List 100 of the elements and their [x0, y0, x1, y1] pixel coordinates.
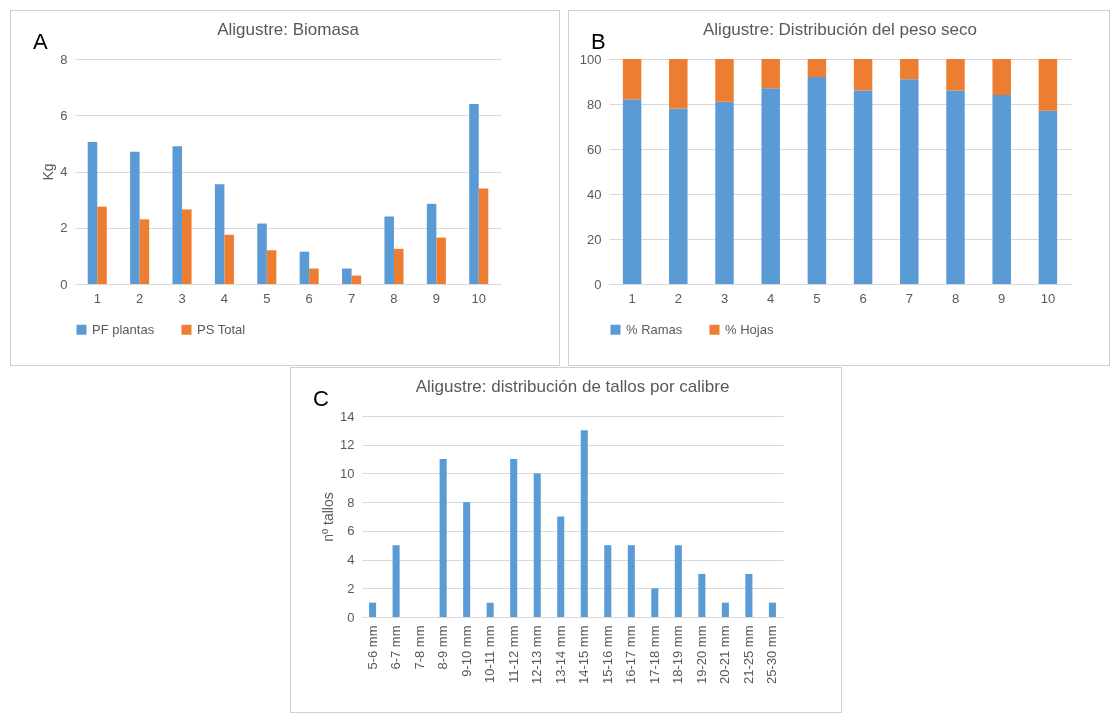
- bar: [369, 602, 377, 617]
- bar: [257, 223, 267, 284]
- bar: [604, 545, 612, 617]
- bar: [622, 59, 642, 100]
- y-tick-label: 0: [347, 609, 355, 625]
- x-tick-label: 2: [674, 290, 682, 306]
- bar: [426, 203, 437, 284]
- bar: [266, 250, 277, 284]
- x-tick-label: 19-20 mm: [693, 625, 709, 685]
- y-tick-label: 0: [60, 276, 68, 292]
- bar: [807, 77, 827, 284]
- legend-label: PS Total: [197, 321, 246, 337]
- chart-title: Aligustre: Distribución del peso seco: [702, 20, 978, 39]
- x-tick-label: 9: [432, 290, 440, 306]
- x-tick-label: 7: [905, 290, 913, 306]
- x-tick-label: 10: [1040, 290, 1056, 306]
- bar: [853, 59, 873, 91]
- x-tick-label: 8: [390, 290, 398, 306]
- y-tick-label: 40: [587, 186, 602, 202]
- x-tick-label: 4: [767, 290, 775, 306]
- legend-label: % Ramas: [626, 321, 683, 337]
- bar: [580, 430, 588, 617]
- bar: [478, 188, 489, 284]
- x-tick-label: 3: [720, 290, 729, 306]
- y-tick-label: 2: [347, 580, 355, 596]
- x-tick-label: 21-25 mm: [740, 625, 756, 685]
- bar: [533, 473, 541, 617]
- chart-title: Aligustre: distribución de tallos por calibre: [415, 377, 730, 396]
- bar: [715, 59, 734, 102]
- bar: [469, 104, 479, 284]
- bar: [351, 275, 362, 284]
- bar: [1038, 110, 1058, 284]
- bar: [224, 234, 234, 284]
- x-tick-label: 13-14 mm: [552, 625, 568, 685]
- y-tick-label: 2: [60, 220, 68, 236]
- bar: [698, 573, 706, 617]
- x-tick-label: 17-18 mm: [646, 625, 662, 685]
- x-tick-label: 5: [263, 290, 271, 306]
- bar: [182, 209, 192, 284]
- bar: [946, 59, 965, 91]
- x-tick-label: 12-13 mm: [529, 625, 545, 685]
- bar: [900, 79, 919, 284]
- bar: [439, 459, 447, 617]
- x-tick-label: 15-16 mm: [599, 625, 615, 685]
- bar: [1038, 59, 1058, 111]
- bar: [436, 237, 446, 284]
- bar: [669, 59, 688, 109]
- bar: [715, 101, 734, 284]
- y-tick-label: 6: [347, 523, 355, 539]
- x-tick-label: 2: [136, 290, 144, 306]
- bar: [674, 545, 682, 617]
- y-tick-label: 20: [587, 231, 602, 247]
- bar: [97, 206, 107, 284]
- bar: [392, 545, 400, 617]
- legend-label: % Hojas: [725, 321, 774, 337]
- x-tick-label: 5-6 mm: [364, 625, 380, 670]
- x-tick-label: 6-7 mm: [388, 625, 404, 670]
- bar: [486, 602, 494, 617]
- bar: [309, 268, 319, 284]
- x-tick-label: 1: [628, 290, 636, 306]
- x-tick-label: 4: [220, 290, 229, 306]
- y-tick-label: 4: [347, 552, 355, 568]
- y-tick-label: 8: [60, 51, 68, 67]
- x-tick-label: 9-10 mm: [458, 625, 474, 677]
- x-tick-label: 7: [347, 290, 356, 306]
- y-tick-label: 12: [340, 437, 355, 453]
- x-tick-label: 10-11 mm: [482, 625, 498, 684]
- bar: [384, 216, 394, 284]
- bar: [214, 184, 225, 284]
- bar: [721, 602, 729, 617]
- y-tick-label: 6: [60, 107, 68, 123]
- chart-title: Aligustre: Biomasa: [217, 20, 360, 39]
- x-tick-label: 1: [93, 290, 101, 306]
- y-tick-label: 10: [340, 465, 355, 481]
- x-tick-label: 6: [305, 290, 313, 306]
- bar: [761, 59, 780, 89]
- x-tick-label: 7-8 mm: [411, 625, 427, 670]
- bar: [992, 95, 1011, 284]
- bar: [172, 146, 183, 284]
- x-tick-label: 8: [951, 290, 960, 306]
- bar: [299, 251, 310, 284]
- x-tick-label: 14-15 mm: [576, 625, 592, 685]
- x-tick-label: 9: [998, 290, 1006, 306]
- text: C: [313, 386, 329, 412]
- bar: [557, 516, 565, 617]
- y-tick-label: 4: [60, 164, 68, 179]
- x-tick-label: 11-12 mm: [505, 625, 521, 684]
- bar: [853, 90, 873, 284]
- bar: [342, 268, 352, 284]
- bar: [393, 248, 404, 284]
- legend-label: PF plantas: [92, 321, 155, 337]
- x-tick-label: 20-21 mm: [717, 625, 733, 685]
- x-tick-label: 3: [178, 290, 186, 306]
- bar: [463, 502, 471, 617]
- x-tick-label: 5: [813, 290, 821, 306]
- x-tick-label: 16-17 mm: [623, 625, 639, 685]
- bar: [768, 602, 776, 617]
- bar: [807, 59, 827, 77]
- bar: [622, 99, 642, 284]
- bar: [627, 545, 635, 617]
